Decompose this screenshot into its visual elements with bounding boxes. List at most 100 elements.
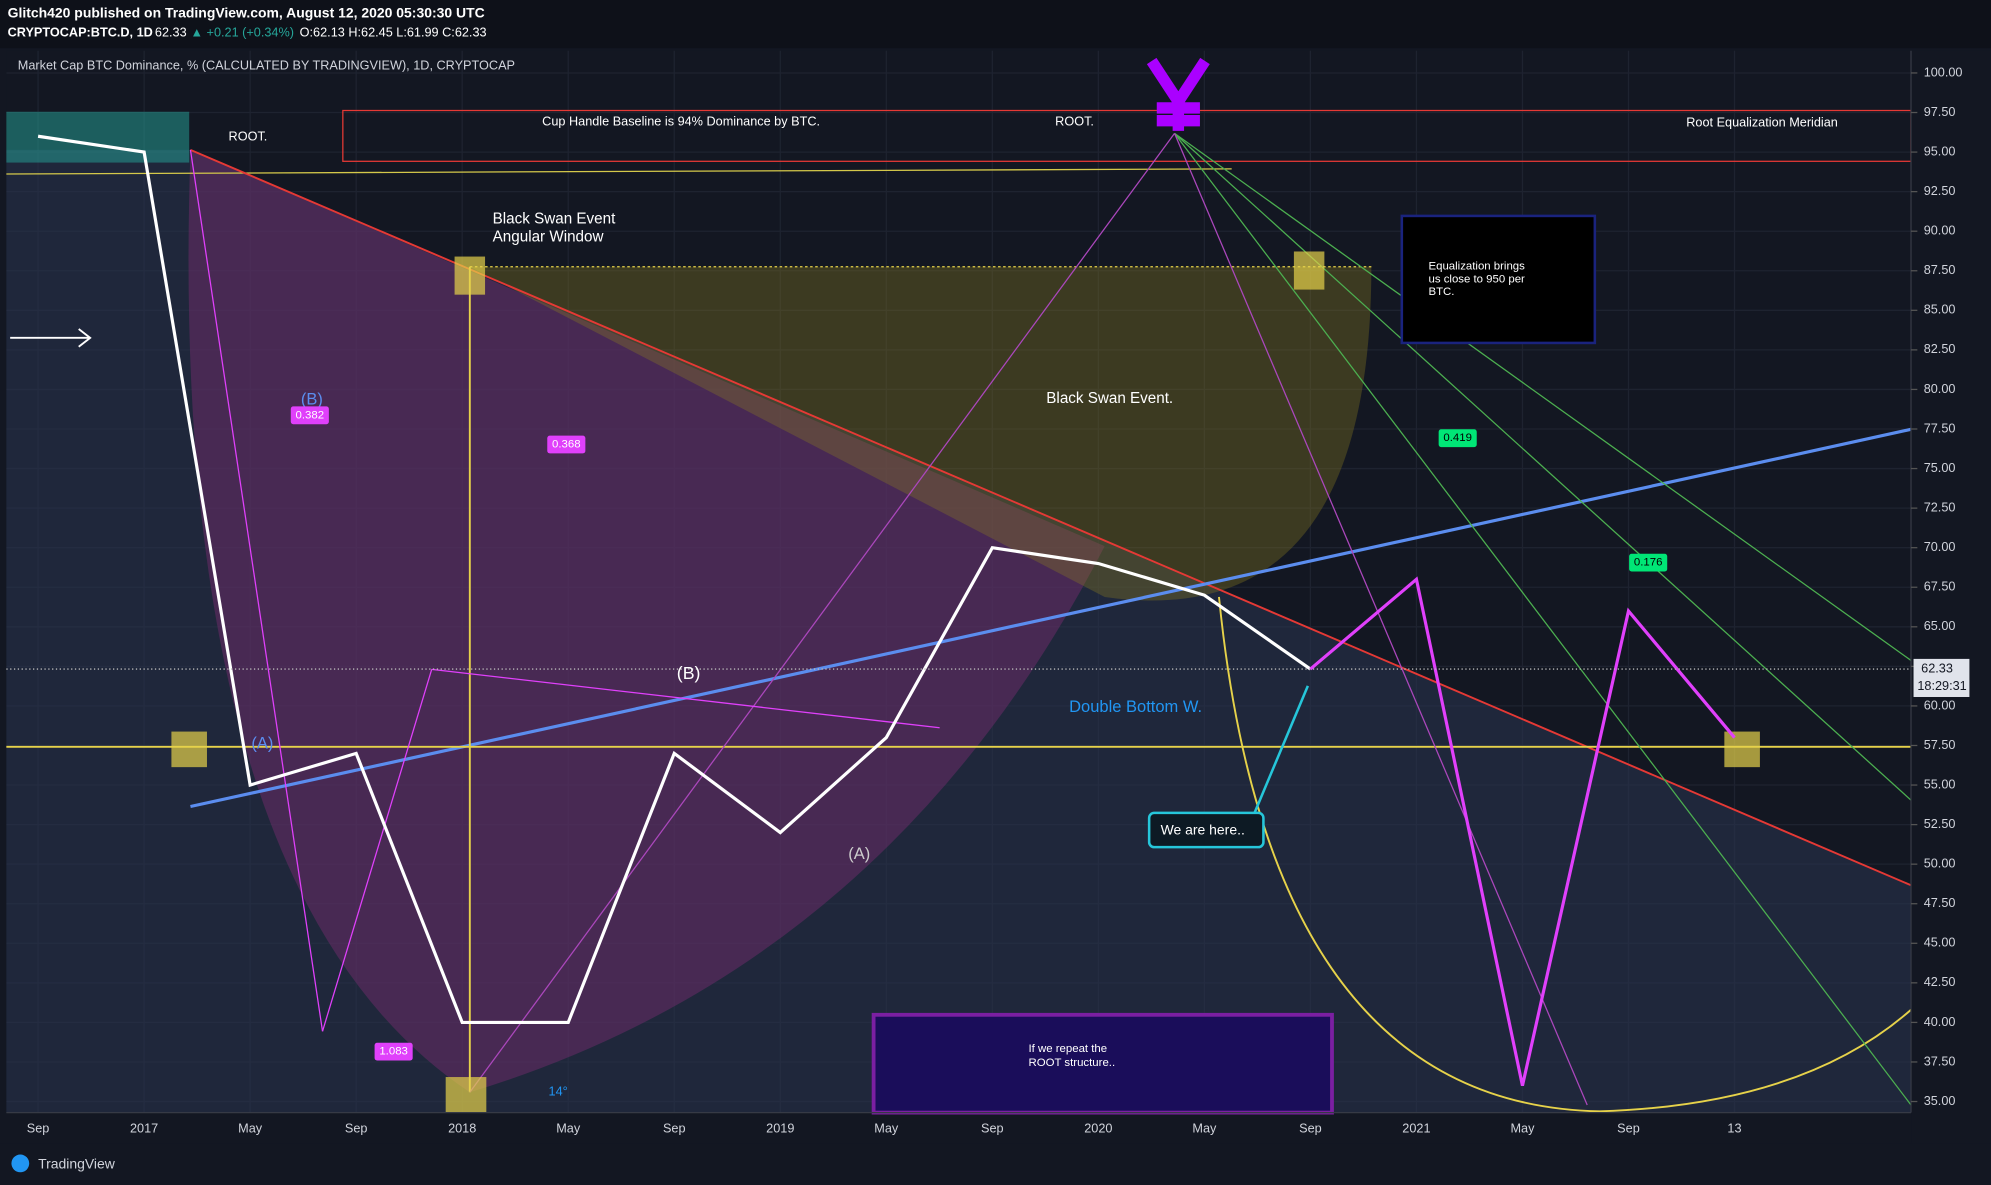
fib-label: 1.083: [379, 1046, 408, 1058]
decor-cup: [1218, 596, 1912, 1113]
x-tick-label: May: [874, 1121, 899, 1135]
trend-blue: [190, 427, 1912, 809]
annotation: Equalization brings: [1428, 261, 1525, 273]
series-line: [1309, 576, 1736, 1087]
marker-box: [454, 256, 486, 295]
y-tick-label: 57.50: [1924, 738, 1956, 752]
x-tick-label: Sep: [1617, 1121, 1640, 1135]
x-tick-label: 2020: [1084, 1121, 1112, 1135]
fib-label-bg: [1629, 553, 1668, 572]
countdown: 18:29:31: [1917, 679, 1966, 693]
annotation: (B): [301, 390, 323, 408]
x-tick-label: 2021: [1402, 1121, 1430, 1135]
x-tick-label: Sep: [981, 1121, 1004, 1135]
decor-window: [469, 266, 1372, 601]
x-tick-label: Sep: [27, 1121, 50, 1135]
annotation: 14°: [549, 1085, 568, 1099]
x-tick-label: May: [1192, 1121, 1217, 1135]
y-tick-label: 50.00: [1924, 857, 1956, 871]
annotation: Cup Handle Baseline is 94% Dominance by …: [542, 114, 820, 128]
marker-box: [445, 1077, 487, 1113]
y-tick-label: 82.50: [1924, 342, 1956, 356]
fib-label: 0.368: [552, 439, 581, 451]
annotation: ROOT structure..: [1029, 1057, 1116, 1069]
fib-label-bg: [547, 435, 586, 454]
y-tick-label: 95.00: [1924, 144, 1956, 158]
pattern-line: [189, 149, 324, 1032]
fan-green: [1174, 132, 1912, 801]
y-tick-label: 35.00: [1924, 1094, 1956, 1108]
pattern-line: [321, 669, 433, 1032]
y-tick-label: 37.50: [1924, 1054, 1956, 1068]
marker-box: [171, 731, 207, 768]
fib-label-bg: [290, 406, 329, 425]
header-bar: [0, 0, 1991, 49]
series-line: [37, 134, 1312, 1024]
annotation: ROOT.: [229, 130, 268, 144]
annotation: Root Equalization Meridian: [1686, 116, 1838, 130]
marker-box: [1293, 251, 1325, 290]
y-tick-label: 87.50: [1924, 263, 1956, 277]
fan-purple: [1173, 133, 1588, 1106]
y-tick-label: 42.50: [1924, 975, 1956, 989]
symbol-glyph: [1146, 57, 1210, 131]
annotation: BTC.: [1428, 286, 1454, 298]
pattern-line: [431, 668, 940, 729]
y-tick-label: 85.00: [1924, 303, 1956, 317]
fib-label-bg: [1438, 429, 1477, 448]
symbol: CRYPTOCAP:BTC.D, 1D: [8, 25, 153, 39]
x-tick-label: 2019: [766, 1121, 794, 1135]
x-tick-label: May: [556, 1121, 581, 1135]
x-tick-label: Sep: [663, 1121, 686, 1135]
plot-area: [6, 50, 1912, 1115]
y-tick-label: 97.50: [1924, 105, 1956, 119]
y-tick-label: 70.00: [1924, 540, 1956, 554]
arrow-head: [78, 328, 92, 348]
y-tick-label: 100.00: [1924, 65, 1963, 79]
footer-bar: [0, 1143, 1991, 1185]
y-tick-label: 47.50: [1924, 896, 1956, 910]
y-tick-label: 75.00: [1924, 461, 1956, 475]
last-price: 62.33: [155, 25, 187, 39]
y-tick-label: 52.50: [1924, 817, 1956, 831]
fan-green: [1174, 132, 1912, 1106]
x-tick-label: Sep: [345, 1121, 368, 1135]
y-tick-label: 67.50: [1924, 580, 1956, 594]
fib-label: 0.382: [296, 409, 325, 421]
ohlc: O:62.13 H:62.45 L:61.99 C:62.33: [300, 25, 487, 39]
annotation: (B): [677, 663, 701, 683]
x-tick-label: 2017: [130, 1121, 158, 1135]
annotation: If we repeat the: [1029, 1043, 1108, 1055]
note-box: [871, 1012, 1334, 1115]
decor-line: [6, 168, 1232, 175]
fib-label: 0.419: [1443, 432, 1472, 444]
callout-pointer: [1253, 685, 1310, 814]
marker-box: [1724, 731, 1760, 768]
y-tick-label: 72.50: [1924, 500, 1956, 514]
current-box: [1913, 658, 1970, 697]
current-label: 62.33: [1921, 661, 1953, 675]
fan-green: [1174, 132, 1912, 661]
annotation: Double Bottom W.: [1069, 698, 1202, 716]
y-tick-label: 90.00: [1924, 224, 1956, 238]
decor-fill: [6, 149, 1912, 1113]
annotation: Black Swan Event.: [1046, 390, 1173, 407]
annotation: (A): [848, 845, 870, 863]
callout: [1147, 811, 1265, 849]
annotation: Angular Window: [493, 229, 605, 246]
y-tick-label: 92.50: [1924, 184, 1956, 198]
y-tick-label: 45.00: [1924, 936, 1956, 950]
annotation: ROOT.: [1055, 114, 1094, 128]
x-tick-label: May: [238, 1121, 263, 1135]
marker-box: [6, 111, 190, 163]
y-tick-label: 40.00: [1924, 1015, 1956, 1029]
annotation: We are here..: [1161, 821, 1245, 837]
change: ▲ +0.21 (+0.34%): [190, 25, 294, 39]
annotation: us close to 950 per: [1428, 273, 1525, 285]
fan-purple: [469, 132, 1176, 1093]
chart-title: Market Cap BTC Dominance, % (CALCULATED …: [18, 58, 515, 72]
y-tick-label: 60.00: [1924, 698, 1956, 712]
logo: [11, 1154, 30, 1173]
x-tick-label: 13: [1727, 1121, 1741, 1135]
